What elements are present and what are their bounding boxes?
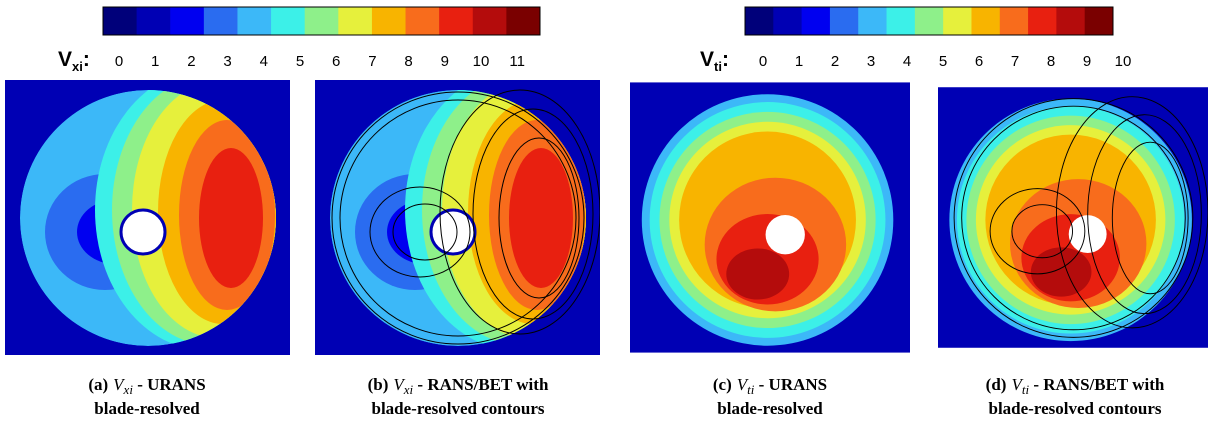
caption-label: (a) — [88, 375, 108, 394]
colorbar-segment — [271, 7, 306, 35]
tick-label: 10 — [1115, 53, 1132, 70]
colorbar-segment — [801, 7, 831, 35]
tick-label: 8 — [404, 53, 412, 70]
caption-line2: blade-resolved — [94, 399, 200, 418]
colorbar-label: Vti: — [700, 48, 729, 74]
tick-label: 3 — [223, 53, 231, 70]
tick-label: 0 — [115, 53, 123, 70]
caption-line2: blade-resolved — [717, 399, 823, 418]
caption-title: - URANS — [133, 375, 206, 394]
tick-label: 6 — [332, 53, 340, 70]
tick-label: 3 — [867, 53, 875, 70]
colorbar-segment — [1056, 7, 1086, 35]
caption-subscript: ti — [1022, 382, 1030, 397]
caption-label: (b) — [368, 375, 389, 394]
tick-label: 11 — [509, 53, 525, 70]
caption-line2: blade-resolved contours — [372, 399, 545, 418]
tick-label: 4 — [903, 53, 911, 70]
tick-label: 2 — [831, 53, 839, 70]
colorbar-segment — [472, 7, 507, 35]
subscript: ti — [714, 59, 722, 74]
colorbar-segment — [943, 7, 972, 35]
tick-label: 0 — [759, 53, 767, 70]
caption-subscript: xi — [403, 382, 414, 397]
caption-title: - RANS/BET with — [413, 375, 549, 394]
colorbar-segment — [304, 7, 339, 35]
colorbar-segment — [439, 7, 474, 35]
colorbar-label: Vxi: — [58, 48, 90, 74]
tick-label: 1 — [795, 53, 803, 70]
caption-symbol: V — [737, 375, 750, 394]
tick-label: 7 — [368, 53, 376, 70]
colorbar-segment — [886, 7, 916, 35]
colorbar-segment — [203, 7, 238, 35]
colon: : — [83, 48, 90, 71]
colorbar-segment — [745, 7, 774, 35]
colorbar-segment — [1084, 7, 1114, 35]
panel-a — [5, 70, 315, 355]
caption-line1: (b) Vxi - RANS/BET with — [368, 375, 549, 397]
colorbar-segment — [914, 7, 944, 35]
colorbar-frame — [744, 6, 1114, 36]
panel-c — [630, 82, 910, 353]
panel-d — [938, 87, 1208, 348]
caption-label: (c) — [713, 375, 732, 394]
tick-label: 1 — [151, 53, 159, 70]
colorbar-segment — [371, 7, 407, 35]
colorbar-frame — [102, 6, 541, 36]
tick-label: 9 — [441, 53, 449, 70]
colorbar-segment — [136, 7, 171, 35]
caption-symbol: V — [393, 375, 406, 394]
tick-label: 5 — [296, 53, 304, 70]
colorbar-segment — [1028, 7, 1057, 35]
colorbar-segment — [405, 7, 440, 35]
caption-subscript: ti — [747, 382, 755, 397]
tick-label: 5 — [939, 53, 947, 70]
tick-label: 8 — [1047, 53, 1055, 70]
caption-title: - RANS/BET with — [1029, 375, 1165, 394]
colon: : — [722, 48, 729, 71]
subscript: xi — [72, 59, 83, 74]
caption-line1: (a) Vxi - URANS — [88, 375, 205, 397]
caption-line1: (c) Vti - URANS — [713, 375, 827, 397]
caption-symbol: V — [113, 375, 126, 394]
colorbar-segment — [338, 7, 373, 35]
caption-symbol: V — [1011, 375, 1024, 394]
tick-label: 2 — [187, 53, 195, 70]
colorbar-segment — [237, 7, 272, 35]
symbol: V — [700, 48, 714, 71]
caption-title: - URANS — [754, 375, 827, 394]
colorbar-segment — [506, 7, 541, 35]
tick-label: 10 — [473, 53, 490, 70]
caption-subscript: xi — [123, 382, 134, 397]
colorbar-segment — [103, 7, 138, 35]
colorbar-segment — [773, 7, 803, 35]
tick-label: 9 — [1083, 53, 1091, 70]
tick-label: 6 — [975, 53, 983, 70]
symbol: V — [58, 48, 72, 71]
caption-label: (d) — [986, 375, 1007, 394]
colorbar-segment — [829, 7, 859, 35]
colorbar-segment — [999, 7, 1029, 35]
caption-line1: (d) Vti - RANS/BET with — [986, 375, 1165, 397]
colorbar-segment — [858, 7, 888, 35]
colorbar-segment — [971, 7, 1001, 35]
tick-label: 7 — [1011, 53, 1019, 70]
tick-label: 4 — [260, 53, 268, 70]
panel-b — [315, 70, 600, 355]
colorbar-segment — [170, 7, 205, 35]
caption-line2: blade-resolved contours — [989, 399, 1162, 418]
